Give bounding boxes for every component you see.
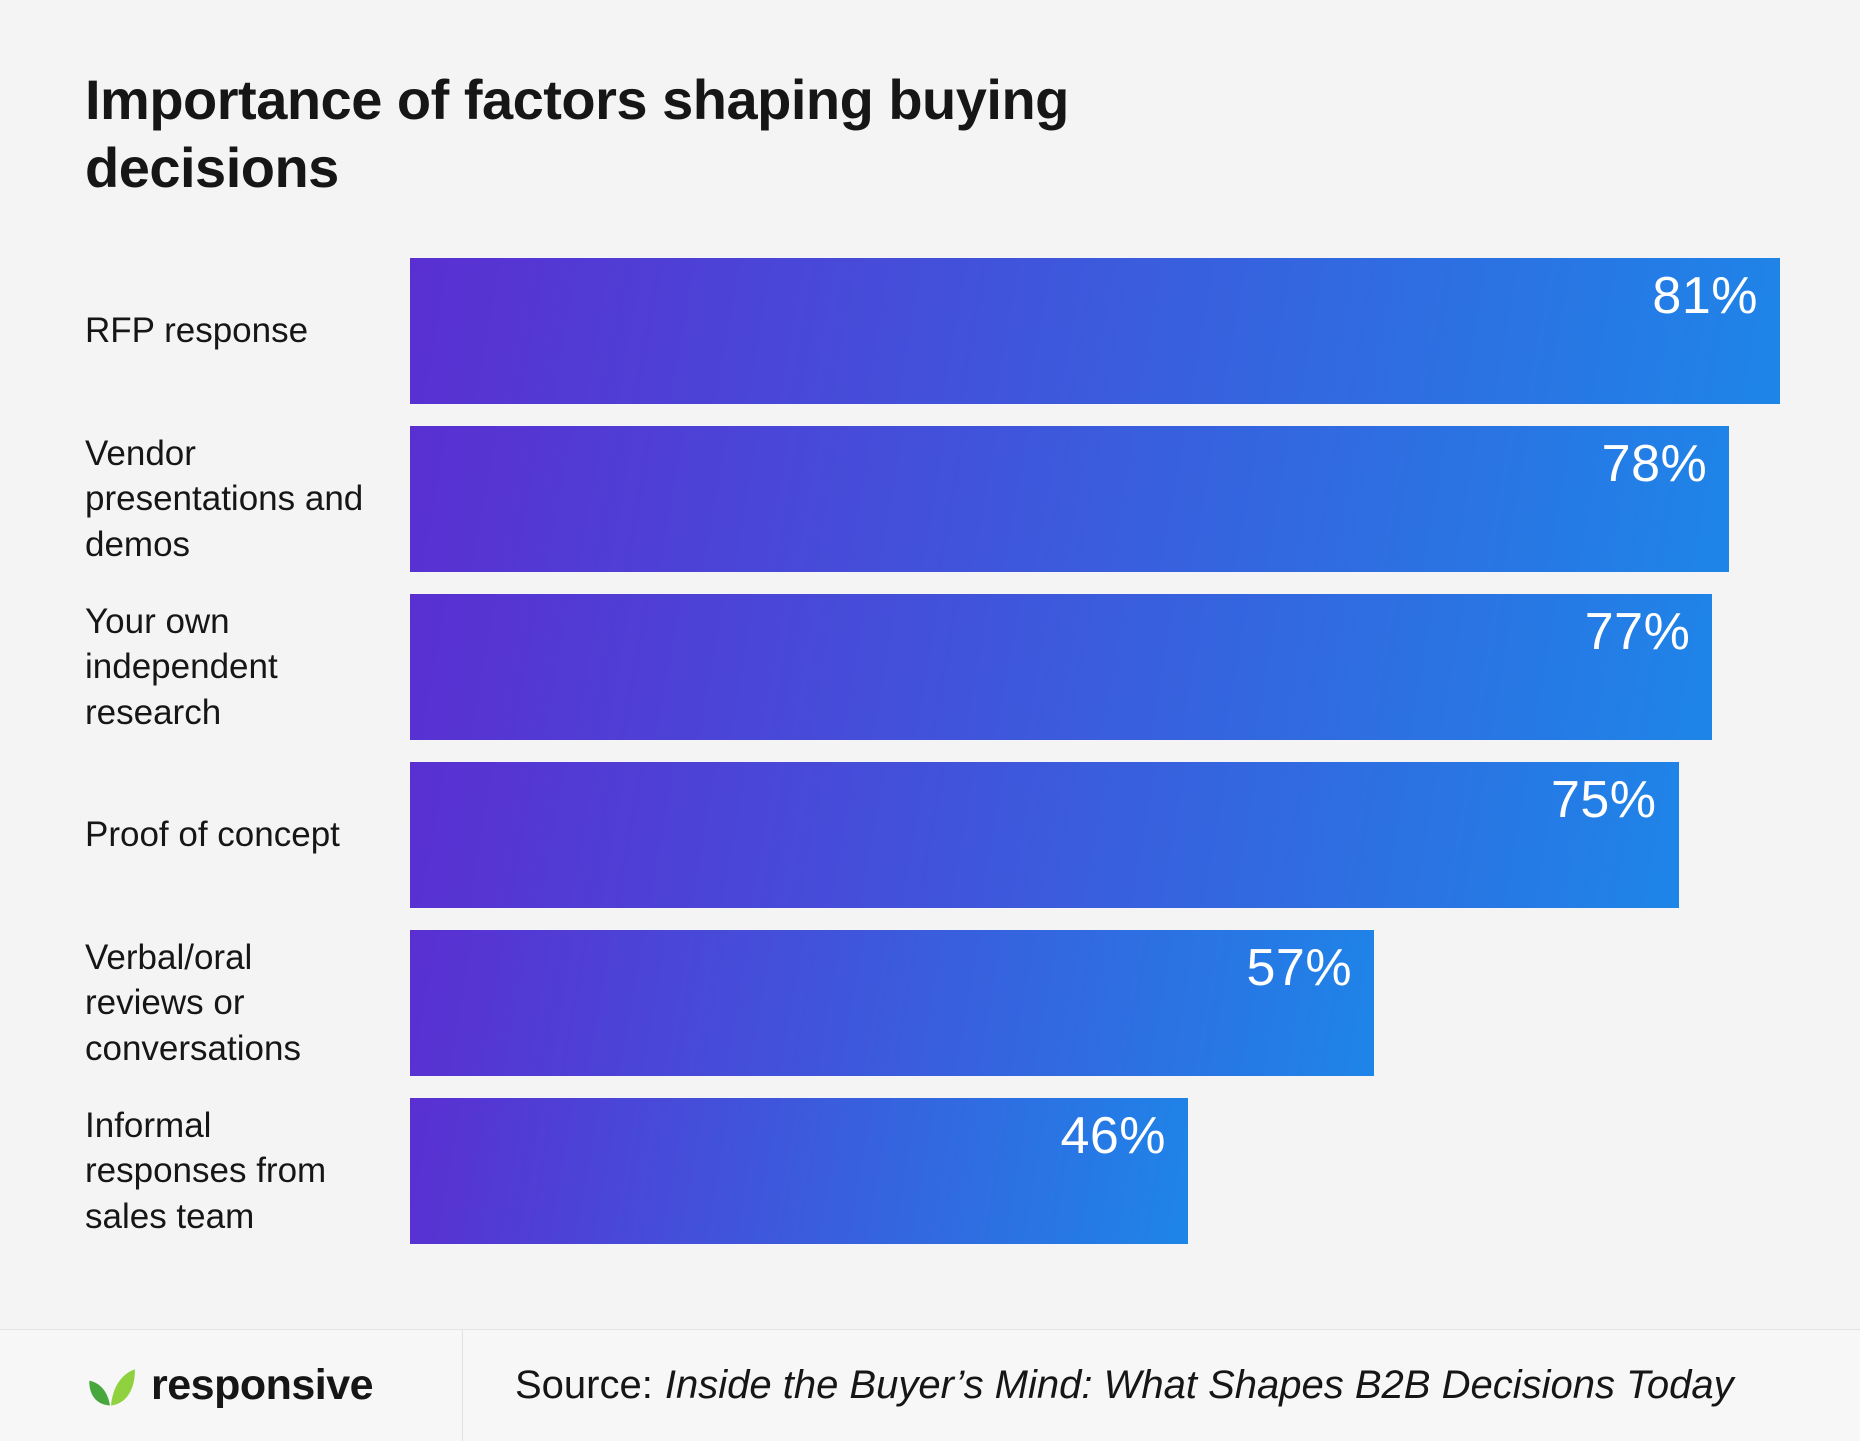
- bar: 57%: [410, 930, 1375, 1076]
- brand: responsive: [0, 1330, 462, 1441]
- bar: 78%: [410, 426, 1730, 572]
- chart-row: RFP response 81%: [85, 258, 1780, 404]
- bar-track: 75%: [410, 762, 1780, 908]
- chart-row: Vendor presentations and demos 78%: [85, 426, 1780, 572]
- source-label: Source:: [515, 1363, 653, 1407]
- value-label: 57%: [1246, 939, 1353, 997]
- chart-row: Verbal/oral reviews or conversations 57%: [85, 930, 1780, 1076]
- bar-track: 46%: [410, 1098, 1780, 1244]
- bar-track: 78%: [410, 426, 1780, 572]
- value-label: 75%: [1550, 771, 1657, 829]
- chart-title: Importance of factors shaping buying dec…: [85, 68, 1069, 200]
- bar-track: 57%: [410, 930, 1780, 1076]
- chart-rows: RFP response 81% Vendor presentations and …: [85, 258, 1780, 1244]
- bar-track: 77%: [410, 594, 1780, 740]
- source: Source: Inside the Buyer’s Mind: What Sh…: [463, 1330, 1860, 1441]
- footer: responsive Source: Inside the Buyer’s Mi…: [0, 1329, 1860, 1441]
- category-label: Proof of concept: [85, 815, 340, 855]
- category-label: Vendor presentations and demos: [85, 433, 364, 564]
- category-label: RFP response: [85, 311, 309, 351]
- value-label: 81%: [1652, 267, 1758, 325]
- chart-row: Your own independent research 77%: [85, 594, 1780, 740]
- footer-divider: [462, 1330, 463, 1441]
- category-label: Informal responses from sales team: [85, 1105, 327, 1236]
- bar-track: 81%: [410, 258, 1780, 404]
- category-label: Verbal/oral reviews or conversations: [85, 937, 301, 1068]
- value-label: 78%: [1601, 435, 1708, 493]
- bar: 77%: [410, 594, 1713, 740]
- value-label: 77%: [1584, 603, 1691, 661]
- bar-chart: RFP response 81% Vendor presentations and …: [85, 258, 1780, 1244]
- value-label: 46%: [1060, 1107, 1167, 1165]
- chart-row: Proof of concept 75%: [85, 762, 1780, 908]
- category-label: Your own independent research: [85, 601, 278, 732]
- brand-name: responsive: [151, 1361, 374, 1409]
- chart-row: Informal responses from sales team 46%: [85, 1098, 1780, 1244]
- responsive-logo-icon: [85, 1360, 137, 1412]
- bar: 81%: [410, 258, 1780, 404]
- bar: 46%: [410, 1098, 1189, 1244]
- source-title: Inside the Buyer’s Mind: What Shapes B2B…: [664, 1363, 1734, 1407]
- bar: 75%: [410, 762, 1679, 908]
